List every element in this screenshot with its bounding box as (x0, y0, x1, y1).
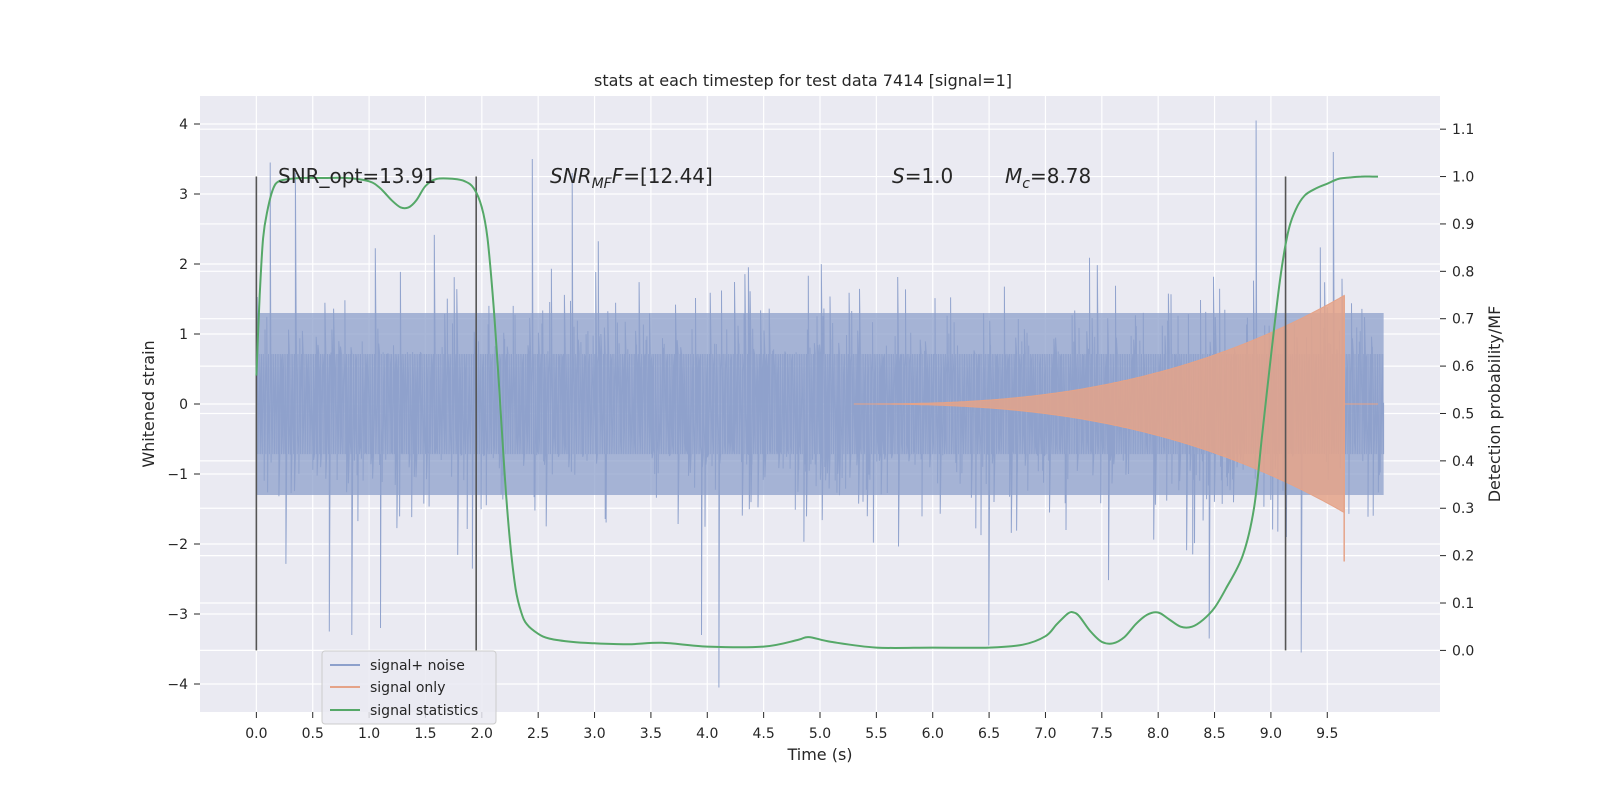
y-right-tick-label: 0.0 (1452, 643, 1474, 659)
y-tick-label: 3 (179, 187, 188, 203)
x-tick-label: 2.0 (471, 726, 493, 742)
y-right-tick-label: 1.1 (1452, 122, 1474, 138)
annotation-s-main: S (892, 164, 905, 188)
series-signal-statistics (255, 175, 1378, 649)
annotation-s: S=1.0 (892, 164, 953, 188)
y-right-tick-label: 0.8 (1452, 264, 1474, 280)
x-tick-label: 1.0 (358, 726, 380, 742)
y-tick-label: −1 (167, 467, 188, 483)
y-axis-right-ticks: 1.1 1.0 0.9 0.8 0.7 0.6 0.5 0.4 0.3 0.2 0.1 0.0 (1440, 122, 1474, 659)
x-tick-label: 5.0 (809, 726, 831, 742)
annotation-snr-opt: SNR_opt=13.91 (278, 164, 436, 188)
annotation-snr-mf: SNRMFF=[12.44] (550, 164, 713, 192)
x-tick-label: 4.5 (753, 726, 775, 742)
x-tick-label: 6.5 (978, 726, 1000, 742)
x-tick-label: 2.5 (527, 726, 549, 742)
x-tick-label: 7.0 (1034, 726, 1056, 742)
legend-label-signal-statistics: signal statistics (370, 703, 478, 719)
y-right-tick-label: 0.5 (1452, 406, 1474, 422)
y-right-tick-label: 0.6 (1452, 359, 1474, 375)
y-tick-label: 0 (179, 397, 188, 413)
y-tick-label: −3 (167, 607, 188, 623)
x-tick-label: 4.0 (696, 726, 718, 742)
x-tick-label: 6.0 (922, 726, 944, 742)
x-tick-label: 7.5 (1091, 726, 1113, 742)
y-tick-label: −2 (167, 537, 188, 553)
legend: signal+ noise signal only signal statist… (321, 650, 497, 725)
x-tick-label: 3.5 (640, 726, 662, 742)
y-axis-label: Whitened strain (139, 340, 158, 467)
annotation-mc: Mc=8.78 (1005, 164, 1091, 192)
legend-label-signal-only: signal only (370, 680, 445, 696)
y-right-tick-label: 0.7 (1452, 312, 1474, 328)
plot-area (200, 96, 1440, 712)
y-right-tick-label: 0.1 (1452, 596, 1474, 612)
chart-title: stats at each timestep for test data 741… (594, 71, 1012, 90)
x-axis-label: Time (s) (786, 745, 852, 764)
y-tick-label: 1 (179, 327, 188, 343)
x-axis-ticks: 0.0 0.5 1.0 1.5 2.0 2.5 3.0 3.5 4.0 4.5 5.0 5.5 6.0 6… (245, 712, 1338, 742)
annotation-mc-sub: c (1022, 176, 1030, 192)
y-axis-right-label: Detection probability/MF (1485, 306, 1504, 503)
y-tick-label: −4 (167, 677, 188, 693)
x-tick-label: 9.5 (1316, 726, 1338, 742)
x-tick-label: 9.0 (1260, 726, 1282, 742)
y-tick-label: 2 (179, 257, 188, 273)
x-tick-label: 0.5 (302, 726, 324, 742)
annotation-snr-mf-sub: MF (592, 176, 613, 192)
annotation-snr-mf-main: SNR (550, 164, 592, 188)
x-tick-label: 3.0 (583, 726, 605, 742)
y-right-tick-label: 0.4 (1452, 454, 1474, 470)
annotation-mc-main: M (1005, 164, 1022, 188)
y-tick-label: 4 (179, 117, 188, 133)
x-tick-label: 8.0 (1147, 726, 1169, 742)
legend-label-signal-plus-noise: signal+ noise (370, 658, 465, 674)
y-right-tick-label: 0.9 (1452, 217, 1474, 233)
x-tick-label: 0.0 (245, 726, 267, 742)
x-tick-label: 8.5 (1203, 726, 1225, 742)
annotation-s-tail: =1.0 (905, 164, 954, 188)
y-axis-ticks: 4 3 2 1 0 −1 −2 −3 −4 (167, 117, 200, 693)
annotation-mc-tail: =8.78 (1030, 164, 1091, 188)
legend-frame (321, 650, 497, 725)
x-tick-label: 5.5 (865, 726, 887, 742)
annotation-snr-mf-tail: =[12.44] (623, 164, 713, 188)
y-right-tick-label: 0.3 (1452, 501, 1474, 517)
series-signal-only (853, 294, 1378, 562)
y-right-tick-label: 1.0 (1452, 170, 1474, 186)
detection-markers (255, 176, 1287, 651)
x-tick-label: 1.5 (414, 726, 436, 742)
annotation-snr-mf-f: F (612, 164, 624, 188)
y-right-tick-label: 0.2 (1452, 549, 1474, 565)
noise-trace (255, 120, 1385, 688)
